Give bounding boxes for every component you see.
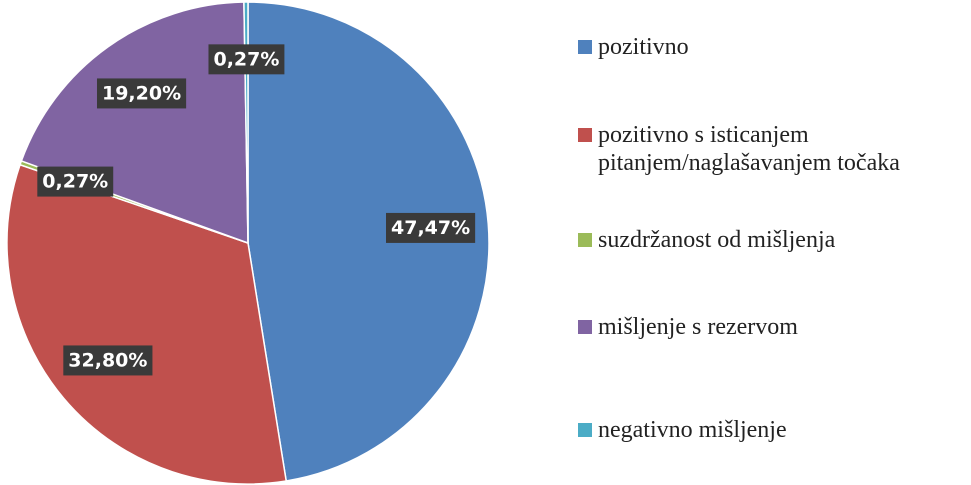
legend-swatch (578, 320, 592, 334)
pie-slice (20, 1, 249, 245)
data-label-box (96, 78, 187, 109)
legend-label: mišljenje s rezervom (598, 314, 798, 340)
data-label: 47,47% (386, 212, 476, 243)
legend-item: suzdržanost od mišljenja (578, 226, 968, 254)
data-label: 19,20% (96, 78, 187, 109)
data-label-text: 19,20% (102, 82, 181, 104)
data-label-text: 0,27% (213, 48, 279, 70)
data-label-text: 0,27% (42, 171, 108, 193)
data-label-box (208, 44, 285, 75)
legend-label: pozitivno (598, 34, 689, 60)
data-label-text: 32,80% (68, 349, 147, 371)
data-label: 32,80% (63, 345, 153, 376)
legend-label: suzdržanost od mišljenja (598, 227, 836, 253)
data-label: 0,27% (37, 166, 114, 197)
pie-slice (247, 1, 490, 482)
data-label-text: 47,47% (391, 217, 470, 239)
data-label-box (37, 166, 114, 197)
chart: 47,47% 32,80% 0,27% 19,20% 0,27% (6, 1, 490, 485)
legend-label: pozitivno s isticanjem pitanjem/naglašav… (598, 122, 900, 176)
pie-slice (6, 163, 288, 485)
legend-swatch (578, 423, 592, 437)
legend-item: mišljenje s rezervom (578, 313, 968, 341)
legend-item: pozitivno (578, 33, 968, 61)
data-label-box (386, 212, 476, 243)
legend-label: negativno mišljenje (598, 417, 787, 443)
data-label: 0,27% (208, 44, 285, 75)
legend-swatch (578, 233, 592, 247)
legend-item: negativno mišljenje (578, 416, 968, 444)
legend: pozitivno pozitivno s isticanjem pitanjem… (578, 0, 971, 485)
legend-swatch (578, 128, 592, 142)
legend-swatch (578, 40, 592, 54)
data-label-box (63, 345, 153, 376)
legend-item: pozitivno s isticanjem pitanjem/naglašav… (578, 121, 968, 177)
